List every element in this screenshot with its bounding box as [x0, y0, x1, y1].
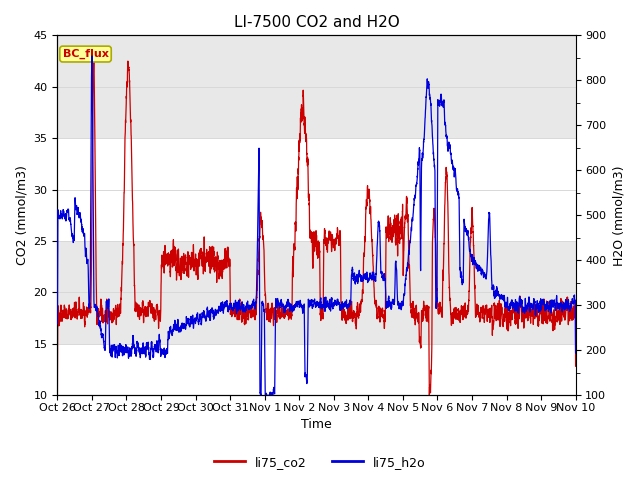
- Legend: li75_co2, li75_h2o: li75_co2, li75_h2o: [209, 451, 431, 474]
- Title: LI-7500 CO2 and H2O: LI-7500 CO2 and H2O: [234, 15, 399, 30]
- Bar: [58, 138, 575, 241]
- X-axis label: Time: Time: [301, 419, 332, 432]
- Y-axis label: H2O (mmol/m3): H2O (mmol/m3): [612, 165, 625, 265]
- Bar: [58, 241, 575, 344]
- Bar: [58, 36, 575, 138]
- Y-axis label: CO2 (mmol/m3): CO2 (mmol/m3): [15, 165, 28, 265]
- Text: BC_flux: BC_flux: [63, 49, 108, 59]
